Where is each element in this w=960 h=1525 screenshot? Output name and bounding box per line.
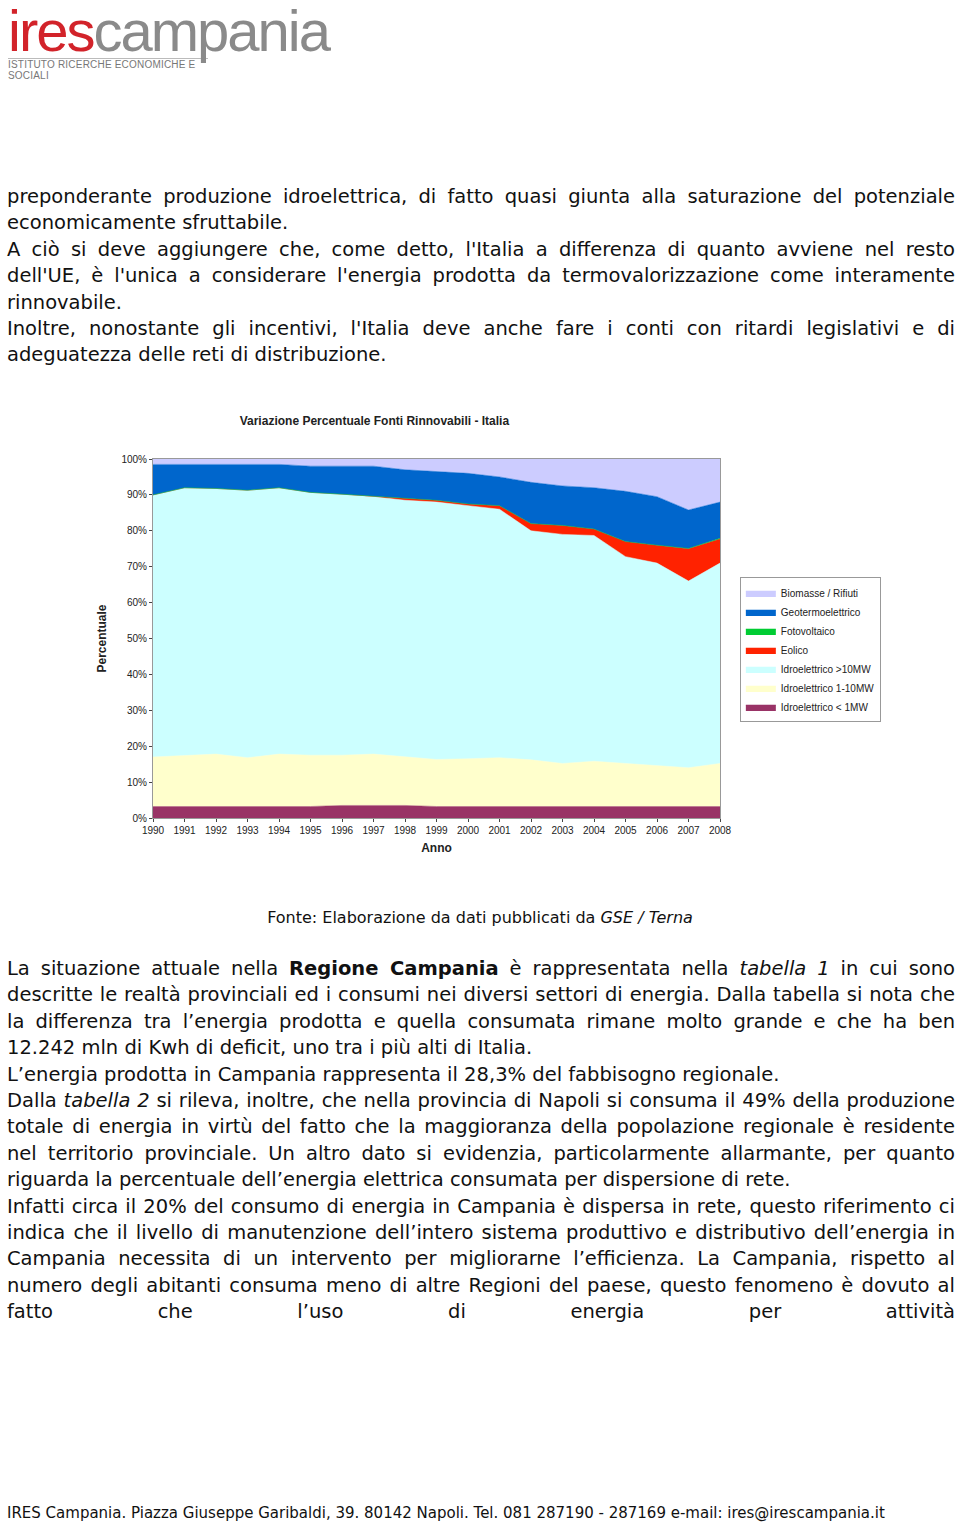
html-text:L’energia prodotta in Campania: L’energia prodotta in Campania rappresen… [7,1062,780,1086]
html-text:IRES Campania. Piazza Giuseppe: IRES Campania. Piazza Giuseppe Garibaldi… [7,1504,885,1522]
svg-text:90%: 90% [127,489,147,500]
svg-text:Biomasse / Rifiuti: Biomasse / Rifiuti [781,588,858,599]
svg-text:Idroelettrico >10MW: Idroelettrico >10MW [781,664,871,675]
svg-text:100%: 100% [121,454,147,465]
svg-text:Variazione Percentuale Fonti R: Variazione Percentuale Fonti Rinnovabili… [240,414,510,428]
svg-text:2005: 2005 [614,825,637,836]
svg-text:60%: 60% [127,597,147,608]
html-text:La situazione attuale nella Re: La situazione attuale nella Regione Camp… [7,957,955,1060]
svg-text:Idroelettrico < 1MW: Idroelettrico < 1MW [781,702,869,713]
svg-text:50%: 50% [127,633,147,644]
svg-text:2007: 2007 [677,825,700,836]
html-text:Inoltre, nonostante gli incent: Inoltre, nonostante gli incentivi, l'Ita… [7,317,955,367]
svg-text:1991: 1991 [173,825,196,836]
html-text:Infatti circa il 20% del consu: Infatti circa il 20% del consumo di ener… [7,1194,955,1324]
svg-text:1993: 1993 [236,825,259,836]
svg-text:Geotermoelettrico: Geotermoelettrico [781,607,861,618]
html-text:preponderante produzione idroe: preponderante produzione idroelettrica, … [7,185,955,235]
svg-text:70%: 70% [127,561,147,572]
svg-text:1990: 1990 [142,825,165,836]
html-text:Fonte: Elaborazione da dati pu: Fonte: Elaborazione da dati pubblicati d… [267,908,693,927]
svg-text:0%: 0% [133,813,148,824]
svg-text:1992: 1992 [205,825,228,836]
svg-text:2001: 2001 [488,825,511,836]
svg-text:2003: 2003 [551,825,574,836]
svg-text:1999: 1999 [425,825,448,836]
html-text:ISTITUTO RICERCHE ECONOMICHE E: ISTITUTO RICERCHE ECONOMICHE E SOCIALI [8,59,196,81]
svg-text:1997: 1997 [362,825,385,836]
html-text:A ciò si deve aggiungere che,: A ciò si deve aggiungere che, come detto… [7,237,955,314]
svg-text:1995: 1995 [299,825,322,836]
svg-text:2004: 2004 [583,825,606,836]
svg-text:Percentuale: Percentuale [95,604,109,672]
svg-text:1994: 1994 [268,825,291,836]
svg-text:Eolico: Eolico [781,645,809,656]
svg-text:1998: 1998 [394,825,417,836]
svg-text:2008: 2008 [709,825,732,836]
svg-text:2006: 2006 [646,825,669,836]
svg-text:10%: 10% [127,777,147,788]
svg-text:Fotovoltaico: Fotovoltaico [781,626,835,637]
svg-text:1996: 1996 [331,825,354,836]
svg-text:40%: 40% [127,669,147,680]
svg-text:Anno: Anno [421,841,452,855]
svg-text:30%: 30% [127,705,147,716]
svg-text:2000: 2000 [457,825,480,836]
svg-text:Idroelettrico 1-10MW: Idroelettrico 1-10MW [781,683,874,694]
svg-text:20%: 20% [127,741,147,752]
svg-text:2002: 2002 [520,825,543,836]
html-text:Dalla tabella 2 si rileva, ino: Dalla tabella 2 si rileva, inoltre, che … [7,1089,955,1192]
svg-text:80%: 80% [127,525,147,536]
